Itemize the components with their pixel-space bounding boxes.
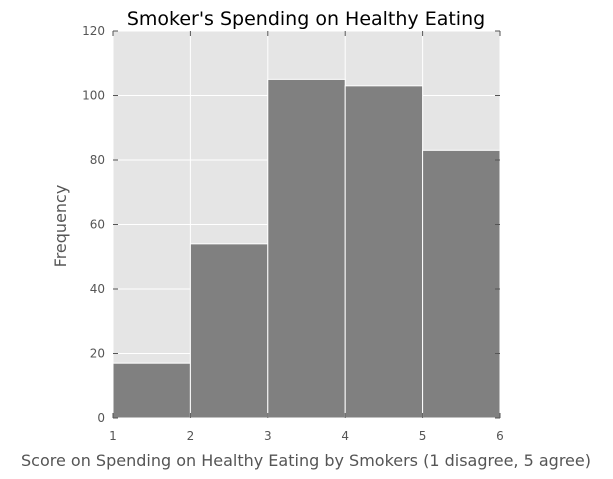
- x-tick-label: 5: [419, 429, 427, 443]
- histogram-bar: [189, 243, 269, 419]
- y-tick-label: 60: [90, 218, 105, 232]
- y-tick-label: 0: [97, 411, 105, 425]
- x-tick-label: 1: [109, 429, 117, 443]
- y-tick-label: 80: [90, 153, 105, 167]
- histogram-bar: [344, 85, 424, 419]
- y-tick-label: 120: [82, 24, 105, 38]
- bars: [112, 78, 501, 419]
- y-tick-label: 40: [90, 282, 105, 296]
- x-axis-label: Score on Spending on Healthy Eating by S…: [21, 451, 591, 470]
- chart-title: Smoker's Spending on Healthy Eating: [127, 8, 485, 30]
- y-tick-label: 20: [90, 347, 105, 361]
- histogram-bar: [422, 149, 501, 419]
- x-tick-label: 6: [496, 429, 504, 443]
- x-tick-label: 3: [264, 429, 272, 443]
- axis-ticks: 0 20 40 60 80 100 120 1 2 3 4 5 6: [82, 24, 504, 443]
- x-tick-label: 4: [341, 429, 349, 443]
- y-tick-label: 100: [82, 89, 105, 103]
- y-axis-label: Frequency: [51, 185, 70, 268]
- histogram-bar: [267, 78, 346, 419]
- x-tick-label: 2: [187, 429, 195, 443]
- histogram-bar: [112, 362, 191, 419]
